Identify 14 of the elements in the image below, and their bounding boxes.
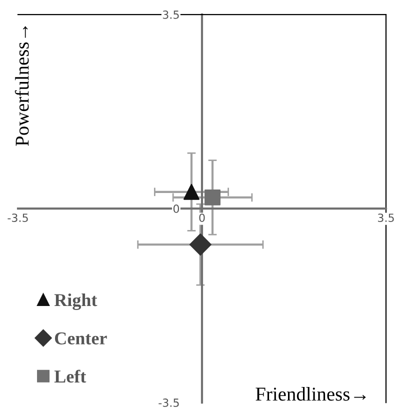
y-tick-label: -3.5 xyxy=(158,398,179,407)
point xyxy=(204,189,220,206)
y-tick-label: 0 xyxy=(173,204,180,213)
legend-label: Center xyxy=(54,332,107,344)
x-tick-label: -3.5 xyxy=(8,214,28,222)
x-axis-title: Friendliness→ xyxy=(256,387,366,401)
x-tick-label: 0 xyxy=(199,214,205,222)
point xyxy=(184,184,200,200)
legend-label: Left xyxy=(54,370,86,383)
y-axis-title: Powerfulness→ xyxy=(14,26,29,146)
legend-label: Right xyxy=(54,293,98,310)
y-tick-label: 3.5 xyxy=(162,10,179,19)
point xyxy=(189,234,212,256)
x-tick-label: 3.5 xyxy=(378,214,394,222)
